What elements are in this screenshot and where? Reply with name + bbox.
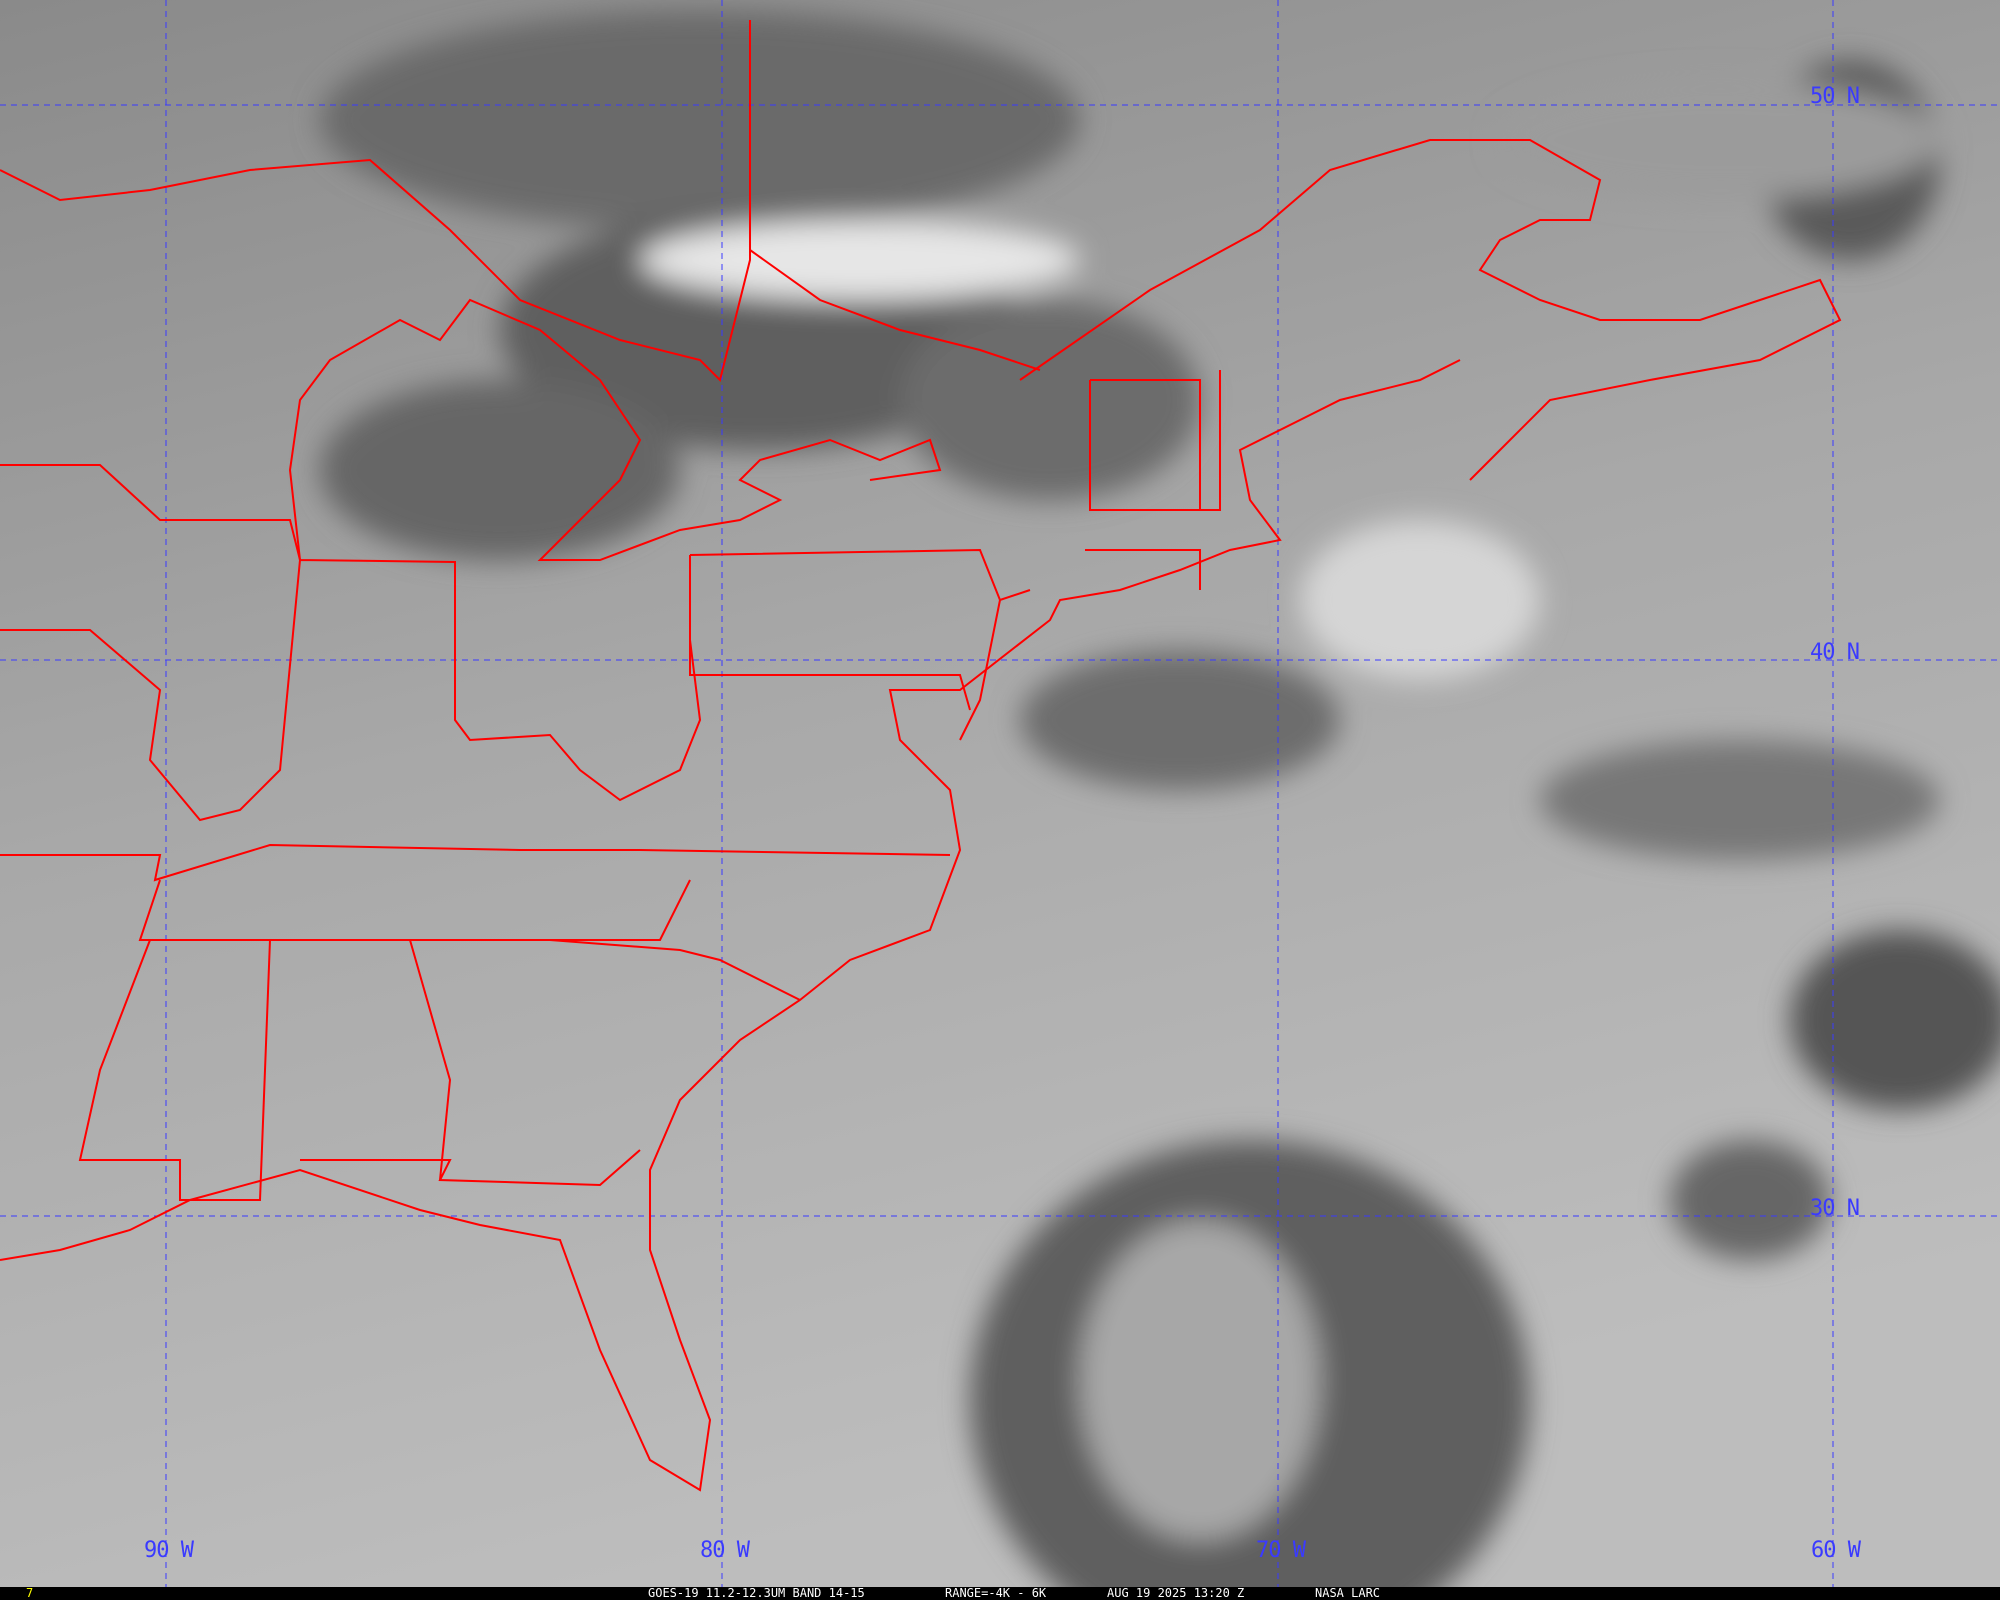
political-boundaries — [0, 20, 1842, 1492]
latitude-label-50n: 50 N — [1810, 84, 1860, 109]
longitude-label-90w: 90 W — [144, 1538, 194, 1563]
datetime-label: AUG 19 2025 13:20 Z — [1107, 1586, 1245, 1600]
status-bar: 7 GOES-19 11.2-12.3UM BAND 14-15 RANGE=-… — [0, 1586, 2000, 1600]
range-label: RANGE=-4K - 6K — [945, 1586, 1047, 1600]
longitude-label-60w: 60 W — [1811, 1538, 1861, 1563]
great-lakes — [288, 298, 942, 561]
latitude-label-30n: 30 N — [1810, 1196, 1860, 1221]
product-label: GOES-19 11.2-12.3UM BAND 14-15 — [648, 1586, 865, 1600]
us-east-coastline — [0, 359, 1461, 1492]
canada-coastline — [1019, 139, 1842, 481]
cloud-features — [320, 10, 2000, 1587]
state-boundaries — [0, 370, 1221, 1201]
longitude-label-70w: 70 W — [1256, 1538, 1306, 1563]
us-canada-border — [0, 20, 1041, 382]
credit-label: NASA LARC — [1315, 1586, 1381, 1600]
frame-number: 7 — [26, 1586, 34, 1600]
longitude-label-80w: 80 W — [700, 1538, 750, 1563]
latitude-label-40n: 40 N — [1810, 640, 1860, 665]
